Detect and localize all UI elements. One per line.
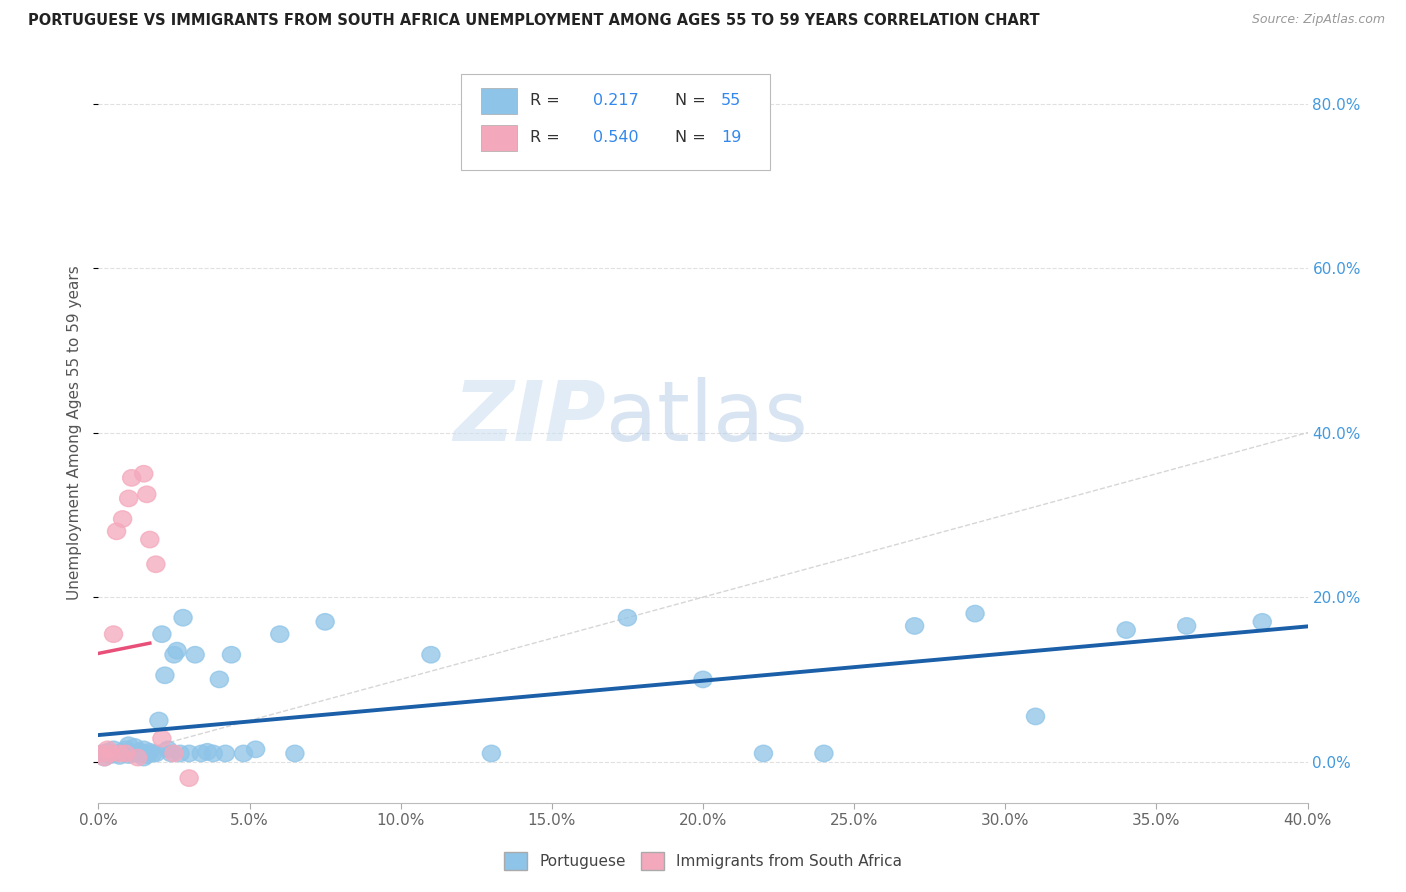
Ellipse shape xyxy=(695,671,711,688)
Ellipse shape xyxy=(117,741,135,757)
Text: 0.217: 0.217 xyxy=(593,94,638,109)
Text: 19: 19 xyxy=(721,130,741,145)
Ellipse shape xyxy=(122,469,141,486)
Ellipse shape xyxy=(180,745,198,762)
Ellipse shape xyxy=(107,745,125,762)
Ellipse shape xyxy=(172,745,190,762)
Ellipse shape xyxy=(135,749,153,765)
Ellipse shape xyxy=(93,745,111,762)
Ellipse shape xyxy=(143,745,162,762)
Ellipse shape xyxy=(104,626,122,642)
FancyBboxPatch shape xyxy=(461,73,769,169)
Ellipse shape xyxy=(120,747,138,764)
Ellipse shape xyxy=(198,744,217,760)
Ellipse shape xyxy=(271,626,288,642)
Ellipse shape xyxy=(1178,617,1195,634)
Ellipse shape xyxy=(129,745,146,762)
Ellipse shape xyxy=(235,745,253,762)
Ellipse shape xyxy=(138,747,156,764)
Ellipse shape xyxy=(966,606,984,622)
Ellipse shape xyxy=(150,713,167,729)
Text: N =: N = xyxy=(675,94,711,109)
Text: atlas: atlas xyxy=(606,377,808,458)
Ellipse shape xyxy=(153,731,172,747)
Ellipse shape xyxy=(153,626,172,642)
Y-axis label: Unemployment Among Ages 55 to 59 years: Unemployment Among Ages 55 to 59 years xyxy=(67,265,83,600)
Ellipse shape xyxy=(1118,622,1135,639)
Ellipse shape xyxy=(905,617,924,634)
Ellipse shape xyxy=(165,647,183,663)
Ellipse shape xyxy=(135,466,153,482)
Ellipse shape xyxy=(217,745,235,762)
Ellipse shape xyxy=(114,744,132,760)
Ellipse shape xyxy=(167,642,186,659)
Ellipse shape xyxy=(1253,614,1271,630)
Text: 0.540: 0.540 xyxy=(593,130,638,145)
Ellipse shape xyxy=(114,511,132,527)
Ellipse shape xyxy=(93,745,111,762)
Ellipse shape xyxy=(222,647,240,663)
Text: ZIP: ZIP xyxy=(454,377,606,458)
Ellipse shape xyxy=(101,747,120,764)
Legend: Portuguese, Immigrants from South Africa: Portuguese, Immigrants from South Africa xyxy=(498,846,908,877)
Ellipse shape xyxy=(141,532,159,548)
Text: Source: ZipAtlas.com: Source: ZipAtlas.com xyxy=(1251,13,1385,27)
Ellipse shape xyxy=(246,741,264,757)
Ellipse shape xyxy=(120,737,138,754)
Ellipse shape xyxy=(422,647,440,663)
Ellipse shape xyxy=(146,745,165,762)
Ellipse shape xyxy=(101,745,120,762)
Ellipse shape xyxy=(96,749,114,765)
Ellipse shape xyxy=(120,491,138,507)
Ellipse shape xyxy=(815,745,832,762)
Ellipse shape xyxy=(98,744,117,760)
Ellipse shape xyxy=(111,747,129,764)
Ellipse shape xyxy=(96,749,114,765)
Ellipse shape xyxy=(204,745,222,762)
Text: PORTUGUESE VS IMMIGRANTS FROM SOUTH AFRICA UNEMPLOYMENT AMONG AGES 55 TO 59 YEAR: PORTUGUESE VS IMMIGRANTS FROM SOUTH AFRI… xyxy=(28,13,1040,29)
Ellipse shape xyxy=(132,744,150,760)
Ellipse shape xyxy=(285,745,304,762)
Ellipse shape xyxy=(180,770,198,787)
Ellipse shape xyxy=(125,739,143,756)
Text: R =: R = xyxy=(530,94,565,109)
Ellipse shape xyxy=(482,745,501,762)
Ellipse shape xyxy=(193,745,211,762)
Text: N =: N = xyxy=(675,130,711,145)
FancyBboxPatch shape xyxy=(481,88,517,113)
FancyBboxPatch shape xyxy=(481,126,517,151)
Ellipse shape xyxy=(111,745,129,762)
Ellipse shape xyxy=(146,556,165,573)
Ellipse shape xyxy=(162,745,180,762)
Ellipse shape xyxy=(135,741,153,757)
Ellipse shape xyxy=(117,745,135,762)
Ellipse shape xyxy=(156,667,174,683)
Ellipse shape xyxy=(159,741,177,757)
Ellipse shape xyxy=(186,647,204,663)
Ellipse shape xyxy=(141,744,159,760)
Ellipse shape xyxy=(138,486,156,502)
Ellipse shape xyxy=(316,614,335,630)
Ellipse shape xyxy=(98,741,117,757)
Ellipse shape xyxy=(1026,708,1045,724)
Ellipse shape xyxy=(211,671,228,688)
Ellipse shape xyxy=(129,749,146,765)
Ellipse shape xyxy=(619,609,637,626)
Ellipse shape xyxy=(107,523,125,540)
Text: R =: R = xyxy=(530,130,565,145)
Text: 55: 55 xyxy=(721,94,741,109)
Ellipse shape xyxy=(165,745,183,762)
Ellipse shape xyxy=(174,609,193,626)
Ellipse shape xyxy=(104,741,122,757)
Ellipse shape xyxy=(122,745,141,762)
Ellipse shape xyxy=(755,745,772,762)
